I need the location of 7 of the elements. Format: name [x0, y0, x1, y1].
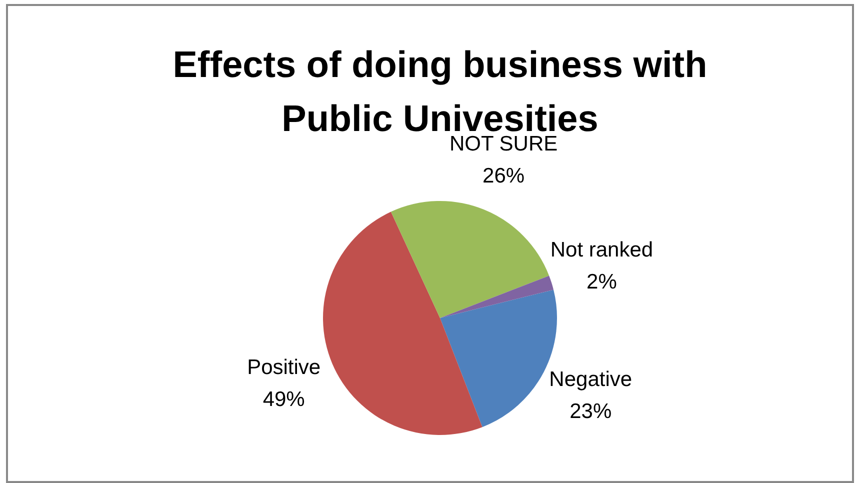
data-label: 2%	[586, 270, 617, 294]
data-label: 26%	[482, 164, 525, 188]
data-label: 23%	[570, 400, 612, 423]
slice-label: Not ranked	[550, 238, 654, 262]
slice-label: Positive	[247, 356, 321, 380]
data-label: 49%	[262, 388, 305, 412]
slice-label: Negative	[549, 368, 632, 391]
